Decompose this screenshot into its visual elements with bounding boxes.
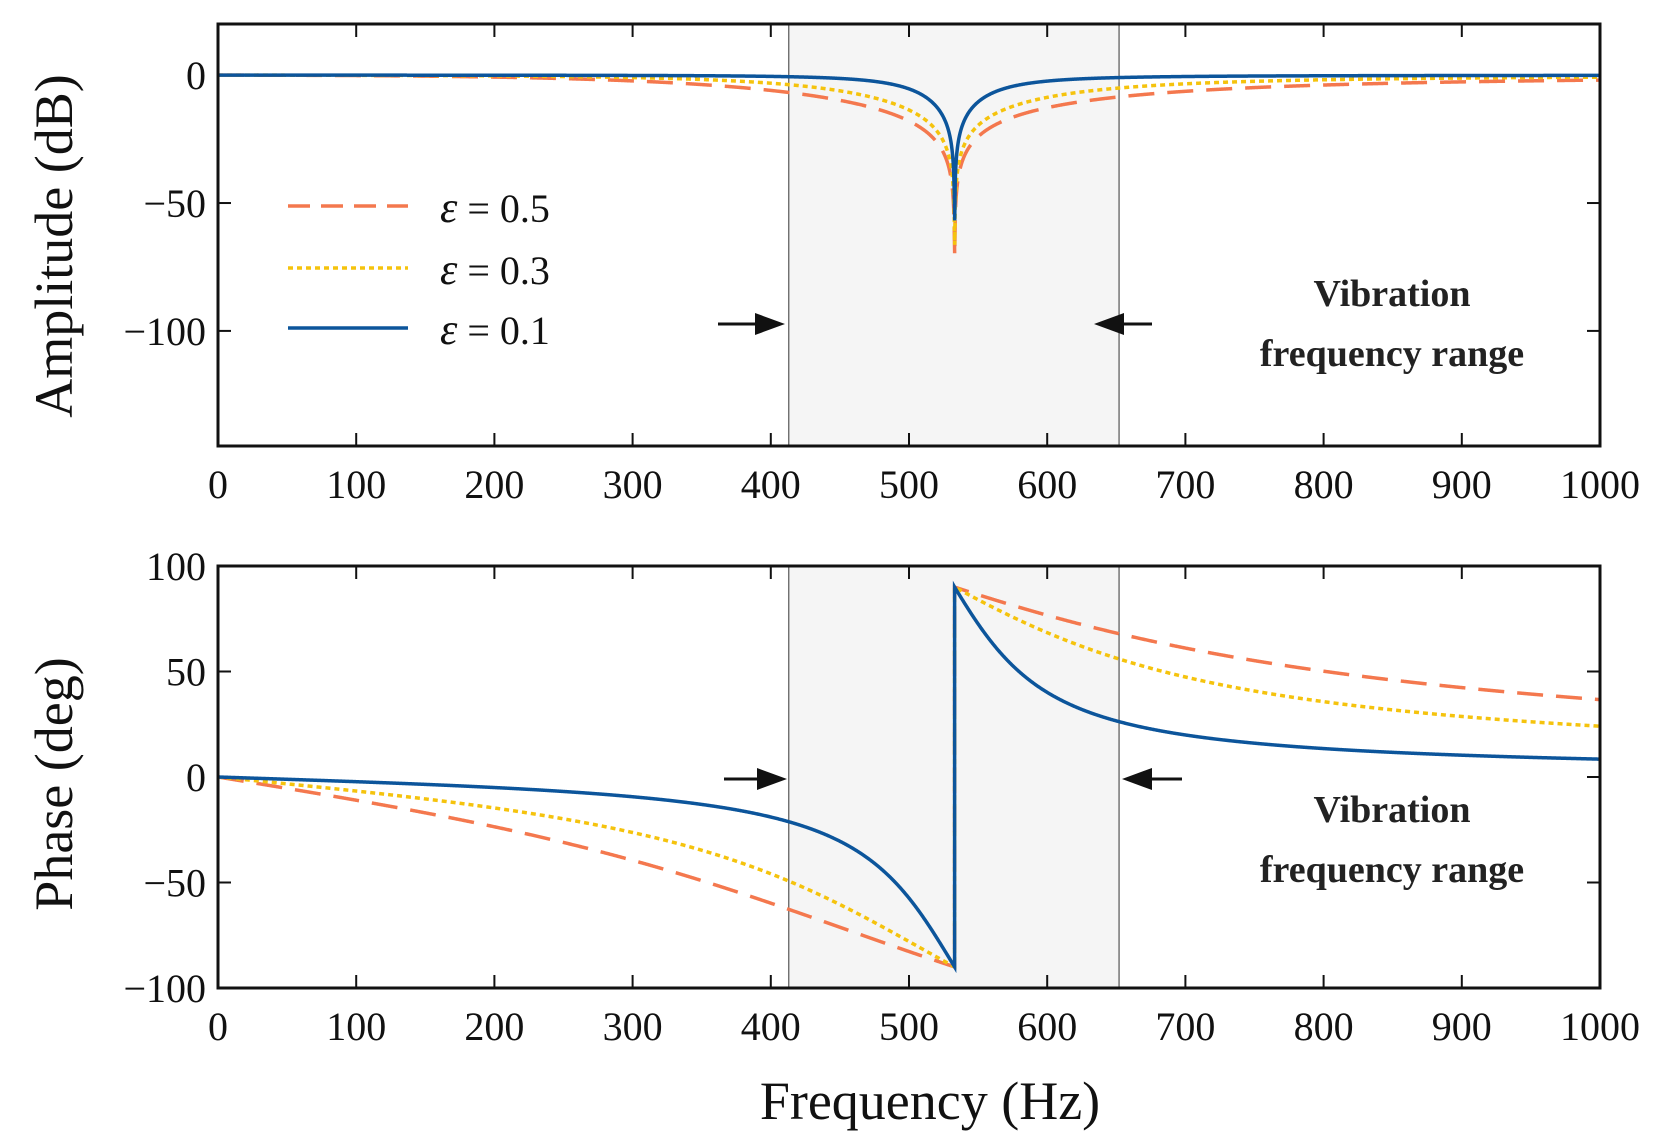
x-tick-label: 500 [879, 1004, 939, 1049]
x-tick-label: 1000 [1560, 462, 1640, 507]
amplitude-tick-labels: 0 100 200 300 400 500 600 700 800 900 1000 0 −50 −100 [123, 53, 1640, 507]
y-tick-label: 0 [186, 53, 206, 98]
y-tick-label: 0 [186, 755, 206, 800]
range-annotation-line1: Vibration [1314, 273, 1471, 315]
x-tick-label: 400 [741, 462, 801, 507]
x-tick-label: 400 [741, 1004, 801, 1049]
x-tick-label: 100 [326, 1004, 386, 1049]
legend-symbol: ε [440, 305, 458, 354]
x-tick-label: 200 [464, 1004, 524, 1049]
legend-symbol: ε [440, 245, 458, 294]
x-tick-label: 600 [1017, 462, 1077, 507]
amplitude-plot-frame [216, 22, 1602, 448]
y-tick-label: −100 [123, 309, 206, 354]
phase-tick-labels: 0 100 200 300 400 500 600 700 800 900 1000100500−5… [123, 544, 1640, 1049]
y-tick-label: 50 [166, 650, 206, 695]
phase-axis-label: Phase (deg) [24, 657, 84, 910]
x-tick-label: 900 [1432, 1004, 1492, 1049]
right-range-arrow [1122, 768, 1182, 790]
y-tick-label: −100 [123, 966, 206, 1011]
x-tick-label: 700 [1155, 1004, 1215, 1049]
phase-plot-frame [216, 564, 1602, 990]
x-tick-label: 700 [1155, 462, 1215, 507]
x-tick-label: 500 [879, 462, 939, 507]
x-tick-label: 0 [208, 1004, 228, 1049]
amplitude-series-eps-0.5 [218, 73, 1601, 257]
range-annotation-line2: frequency range [1260, 849, 1524, 891]
y-tick-label: −50 [143, 181, 206, 226]
x-tick-label: 600 [1017, 1004, 1077, 1049]
range-annotation-line2: frequency range [1260, 333, 1524, 375]
y-tick-label: 100 [146, 544, 206, 589]
x-tick-label: 800 [1294, 1004, 1354, 1049]
legend-label-eps-0.3: ε = 0.3 [440, 245, 550, 294]
left-range-arrow [724, 768, 787, 790]
y-tick-label: −50 [143, 861, 206, 906]
frequency-axis-label: Frequency (Hz) [760, 1071, 1100, 1131]
legend-label-eps-0.1: ε = 0.1 [440, 305, 550, 354]
left-range-arrow [718, 313, 785, 335]
phase-series-eps-0.5 [217, 584, 1601, 970]
phase-panel: 0 100 200 300 400 500 600 700 800 900 1000100500−5… [24, 544, 1640, 1131]
x-tick-label: 800 [1294, 462, 1354, 507]
legend-value: = 0.3 [457, 248, 550, 293]
legend-value: = 0.1 [457, 308, 550, 353]
x-tick-label: 200 [464, 462, 524, 507]
legend: ε = 0.5 ε = 0.3 ε = 0.1 [288, 183, 550, 354]
amplitude-axis-label: Amplitude (dB) [24, 74, 84, 417]
range-annotation-line1: Vibration [1314, 789, 1471, 831]
x-tick-label: 1000 [1560, 1004, 1640, 1049]
phase-curves [217, 580, 1601, 974]
amplitude-series-eps-0.3 [218, 73, 1600, 245]
legend-value: = 0.5 [457, 186, 550, 231]
amplitude-curves [218, 73, 1601, 257]
phase-series-eps-0.1 [217, 580, 1601, 974]
right-range-arrow [1094, 313, 1152, 335]
x-tick-label: 300 [603, 1004, 663, 1049]
x-tick-label: 100 [326, 462, 386, 507]
x-tick-label: 300 [603, 462, 663, 507]
phase-series-eps-0.3 [217, 584, 1601, 970]
amplitude-panel: 0 100 200 300 400 500 600 700 800 900 1000 0 −50 −100… [24, 22, 1640, 507]
x-tick-label: 900 [1432, 462, 1492, 507]
amplitude-series-eps-0.1 [218, 73, 1600, 221]
legend-symbol: ε [440, 183, 458, 232]
legend-label-eps-0.5: ε = 0.5 [440, 183, 550, 232]
x-tick-label: 0 [208, 462, 228, 507]
